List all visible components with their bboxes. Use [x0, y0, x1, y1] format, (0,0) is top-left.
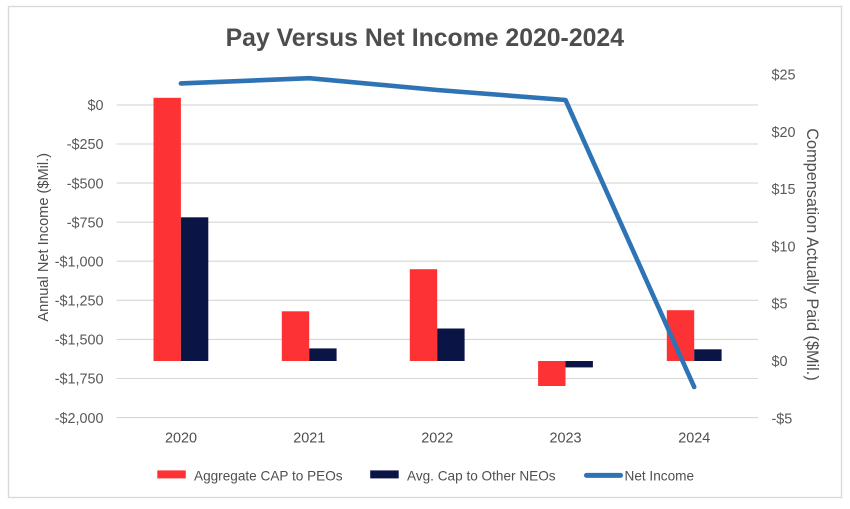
- svg-text:Avg. Cap to Other NEOs: Avg. Cap to Other NEOs: [407, 468, 556, 483]
- svg-text:2021: 2021: [293, 431, 325, 447]
- svg-text:-$250: -$250: [67, 137, 104, 153]
- svg-text:-$1,250: -$1,250: [55, 294, 104, 310]
- svg-text:$10: $10: [772, 239, 796, 255]
- svg-text:-$750: -$750: [67, 215, 104, 231]
- svg-text:2024: 2024: [678, 431, 710, 447]
- svg-text:-$500: -$500: [67, 176, 104, 192]
- svg-text:-$1,500: -$1,500: [55, 333, 104, 349]
- svg-text:$15: $15: [772, 182, 796, 198]
- svg-text:-$1,000: -$1,000: [55, 254, 104, 270]
- svg-text:$25: $25: [772, 68, 796, 84]
- svg-text:2023: 2023: [549, 431, 581, 447]
- svg-text:Compensation Actually Paid ($M: Compensation Actually Paid ($Mil.): [803, 128, 821, 380]
- svg-text:Aggregate CAP to PEOs: Aggregate CAP to PEOs: [194, 468, 343, 483]
- svg-text:$0: $0: [87, 98, 103, 114]
- svg-text:$0: $0: [772, 354, 788, 370]
- svg-text:-$2,000: -$2,000: [55, 411, 104, 427]
- svg-text:Net Income: Net Income: [625, 468, 695, 483]
- svg-text:2020: 2020: [165, 431, 197, 447]
- svg-text:-$5: -$5: [772, 411, 793, 427]
- svg-text:$20: $20: [772, 125, 796, 141]
- svg-text:2022: 2022: [421, 431, 453, 447]
- svg-text:$5: $5: [772, 297, 788, 313]
- svg-text:Annual Net Income ($Mil.): Annual Net Income ($Mil.): [36, 153, 52, 322]
- svg-text:Pay Versus Net Income 2020-202: Pay Versus Net Income 2020-2024: [226, 25, 625, 52]
- svg-text:-$1,750: -$1,750: [55, 372, 104, 388]
